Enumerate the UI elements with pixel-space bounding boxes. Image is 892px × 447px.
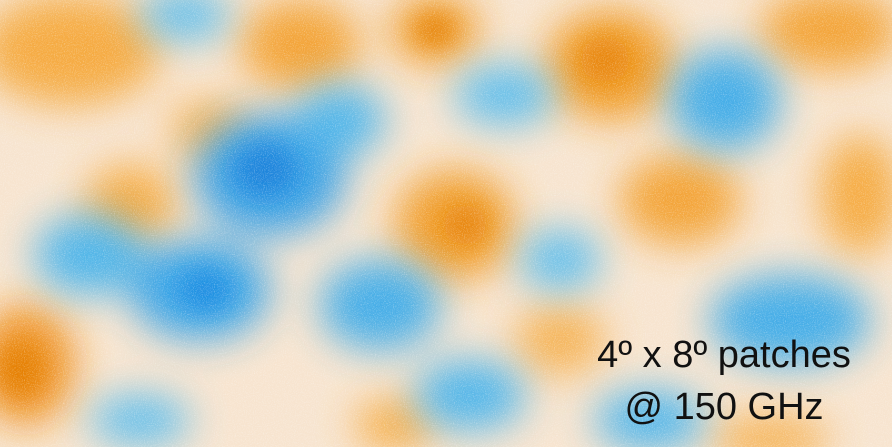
caption-line: 4º x 8º patches [574,329,874,381]
image-frame: 4º x 8º patches @ 150 GHz [0,0,892,447]
caption-line: @ 150 GHz [574,381,874,433]
caption: 4º x 8º patches @ 150 GHz [574,329,874,433]
